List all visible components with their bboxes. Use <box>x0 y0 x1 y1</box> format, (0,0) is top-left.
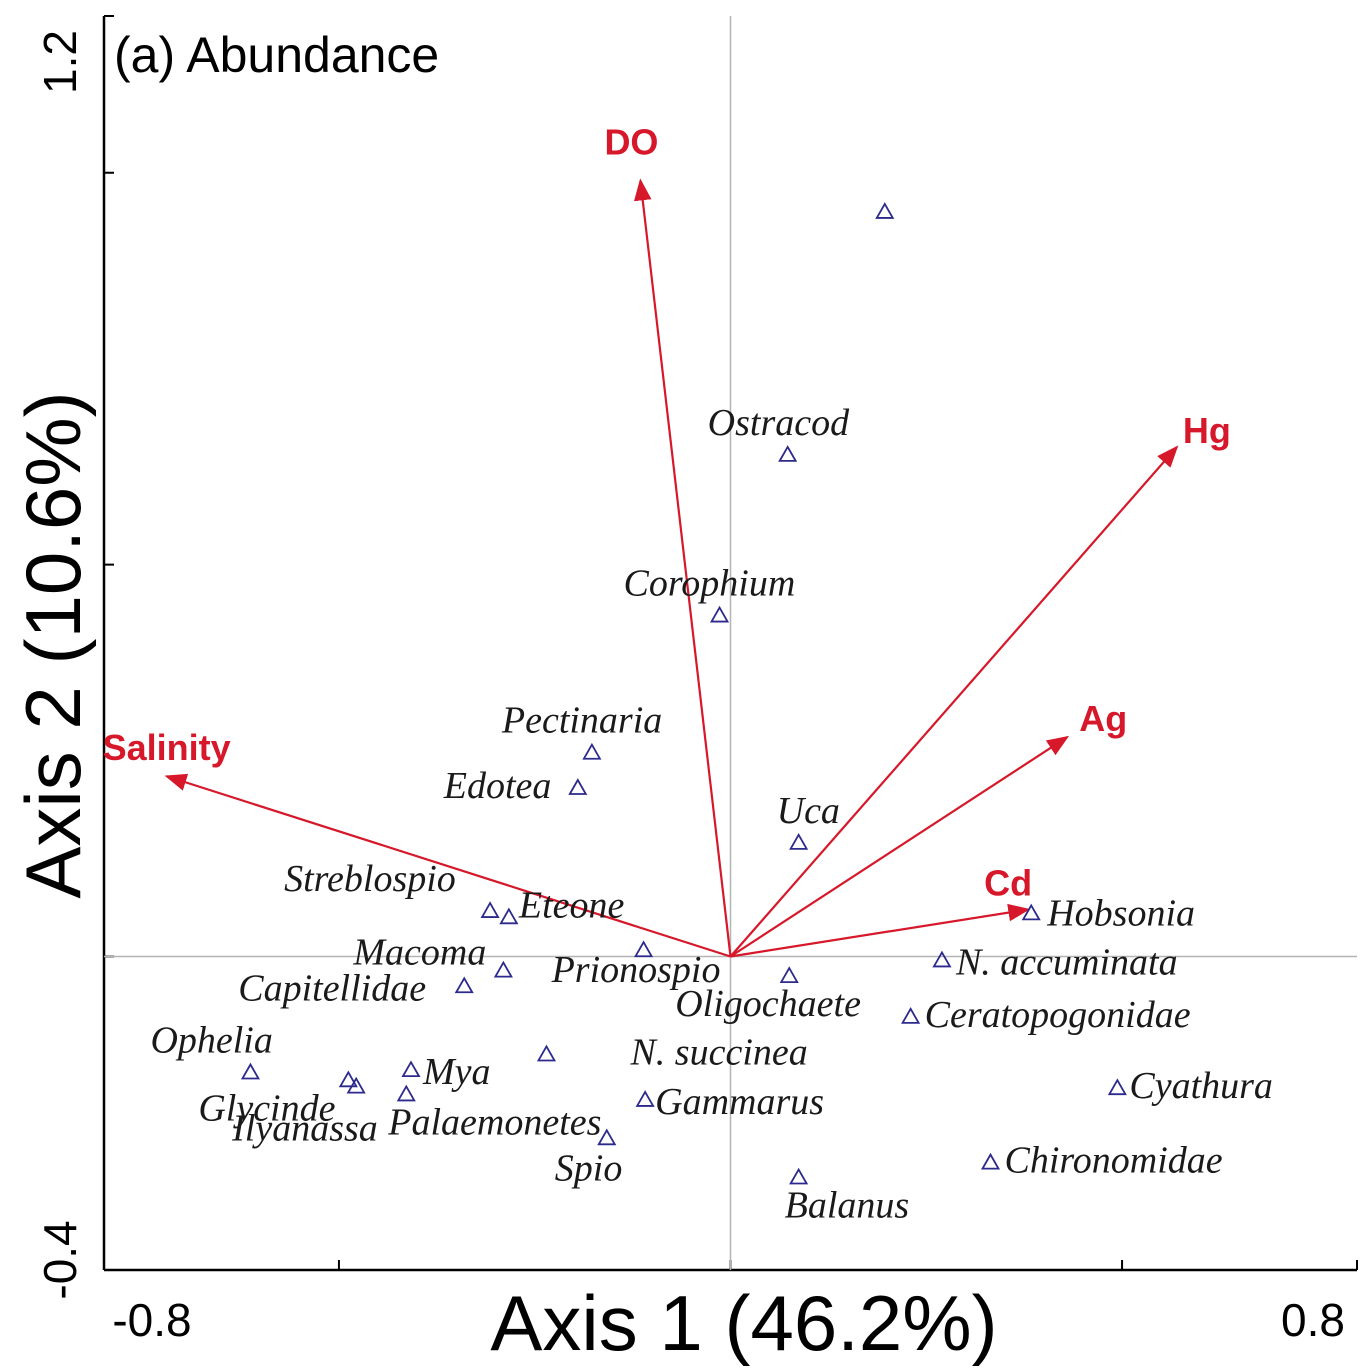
vector-label: Cd <box>984 862 1032 903</box>
vector-arrow <box>729 445 1179 958</box>
species-point <box>634 940 654 958</box>
species-point <box>536 1044 557 1062</box>
species-points: Ostracod Corophium Pectinaria Edotea Uca Hobs… <box>150 202 1273 1227</box>
species-point <box>789 833 809 850</box>
vector-label: Ag <box>1079 698 1127 739</box>
species-point <box>635 1090 655 1107</box>
species-point <box>789 1167 809 1185</box>
y-tick-label: -0.4 <box>34 1220 86 1299</box>
axes: -0.8 0.8 -0.4 1.2 <box>34 15 1358 1346</box>
species-point <box>779 966 799 983</box>
y-tick-label: 1.2 <box>34 30 86 94</box>
species-label: Edotea <box>443 765 552 807</box>
species-label: Balanus <box>785 1185 910 1227</box>
species-point <box>240 1062 260 1080</box>
species-label: Ilyanassa <box>231 1108 378 1150</box>
x-tick-label: 0.8 <box>1281 1294 1345 1346</box>
environment-vectors: DO Hg Ag Cd Salinity <box>103 122 1231 958</box>
y-axis-title: Axis 2 (10.6%) <box>9 391 97 898</box>
vector-arrow <box>164 773 731 958</box>
species-label: Ophelia <box>150 1019 272 1061</box>
vector-label: Hg <box>1183 410 1231 451</box>
species-label: Chironomidae <box>1004 1140 1222 1182</box>
panel-title: (a) Abundance <box>114 27 439 83</box>
species-point <box>709 605 730 623</box>
species-point <box>480 901 500 918</box>
vector-label: Salinity <box>103 727 231 768</box>
vector-label: DO <box>604 122 658 163</box>
species-label: Macoma <box>352 932 486 974</box>
species-label: Glycinde <box>198 1087 335 1129</box>
species-point <box>396 1084 416 1102</box>
species-label: Corophium <box>624 563 796 605</box>
species-label: Pectinaria <box>501 700 662 742</box>
species-label: Eteone <box>518 884 625 926</box>
species-point <box>980 1152 1001 1170</box>
species-label: N. succinea <box>629 1031 807 1073</box>
species-point <box>401 1060 421 1078</box>
species-point <box>932 950 952 968</box>
species-point <box>901 1007 921 1024</box>
species-point <box>582 742 602 760</box>
species-label: Streblospio <box>284 858 456 900</box>
species-point <box>1021 903 1041 921</box>
species-label: Ceratopogonidae <box>925 994 1191 1036</box>
species-point <box>778 445 798 462</box>
species-label: Hobsonia <box>1046 892 1195 934</box>
species-label: Prionospio <box>551 949 721 991</box>
species-label: Gammarus <box>655 1081 824 1123</box>
species-point <box>346 1076 366 1094</box>
species-label: Palaemonetes <box>387 1101 601 1143</box>
species-label: Spio <box>555 1147 623 1189</box>
x-tick-label: -0.8 <box>112 1294 191 1346</box>
species-label: Uca <box>777 790 840 832</box>
vector-arrow <box>729 735 1070 958</box>
species-point <box>493 960 513 978</box>
x-axis-title: Axis 1 (46.2%) <box>490 1279 997 1367</box>
species-label: Ostracod <box>708 402 850 444</box>
species-label: Capitellidae <box>238 967 426 1009</box>
species-label: Mya <box>422 1051 491 1093</box>
vector-arrow <box>730 903 1031 958</box>
species-point <box>875 202 895 219</box>
species-point <box>1107 1078 1127 1096</box>
species-point <box>338 1070 358 1088</box>
species-label: N. accuminata <box>955 941 1178 983</box>
species-point <box>597 1128 617 1146</box>
vector-arrow <box>633 178 732 957</box>
species-point <box>499 907 519 925</box>
species-point <box>454 976 474 994</box>
species-point <box>568 778 588 795</box>
species-label: Cyathura <box>1129 1065 1273 1107</box>
species-label: Oligochaete <box>675 983 861 1025</box>
